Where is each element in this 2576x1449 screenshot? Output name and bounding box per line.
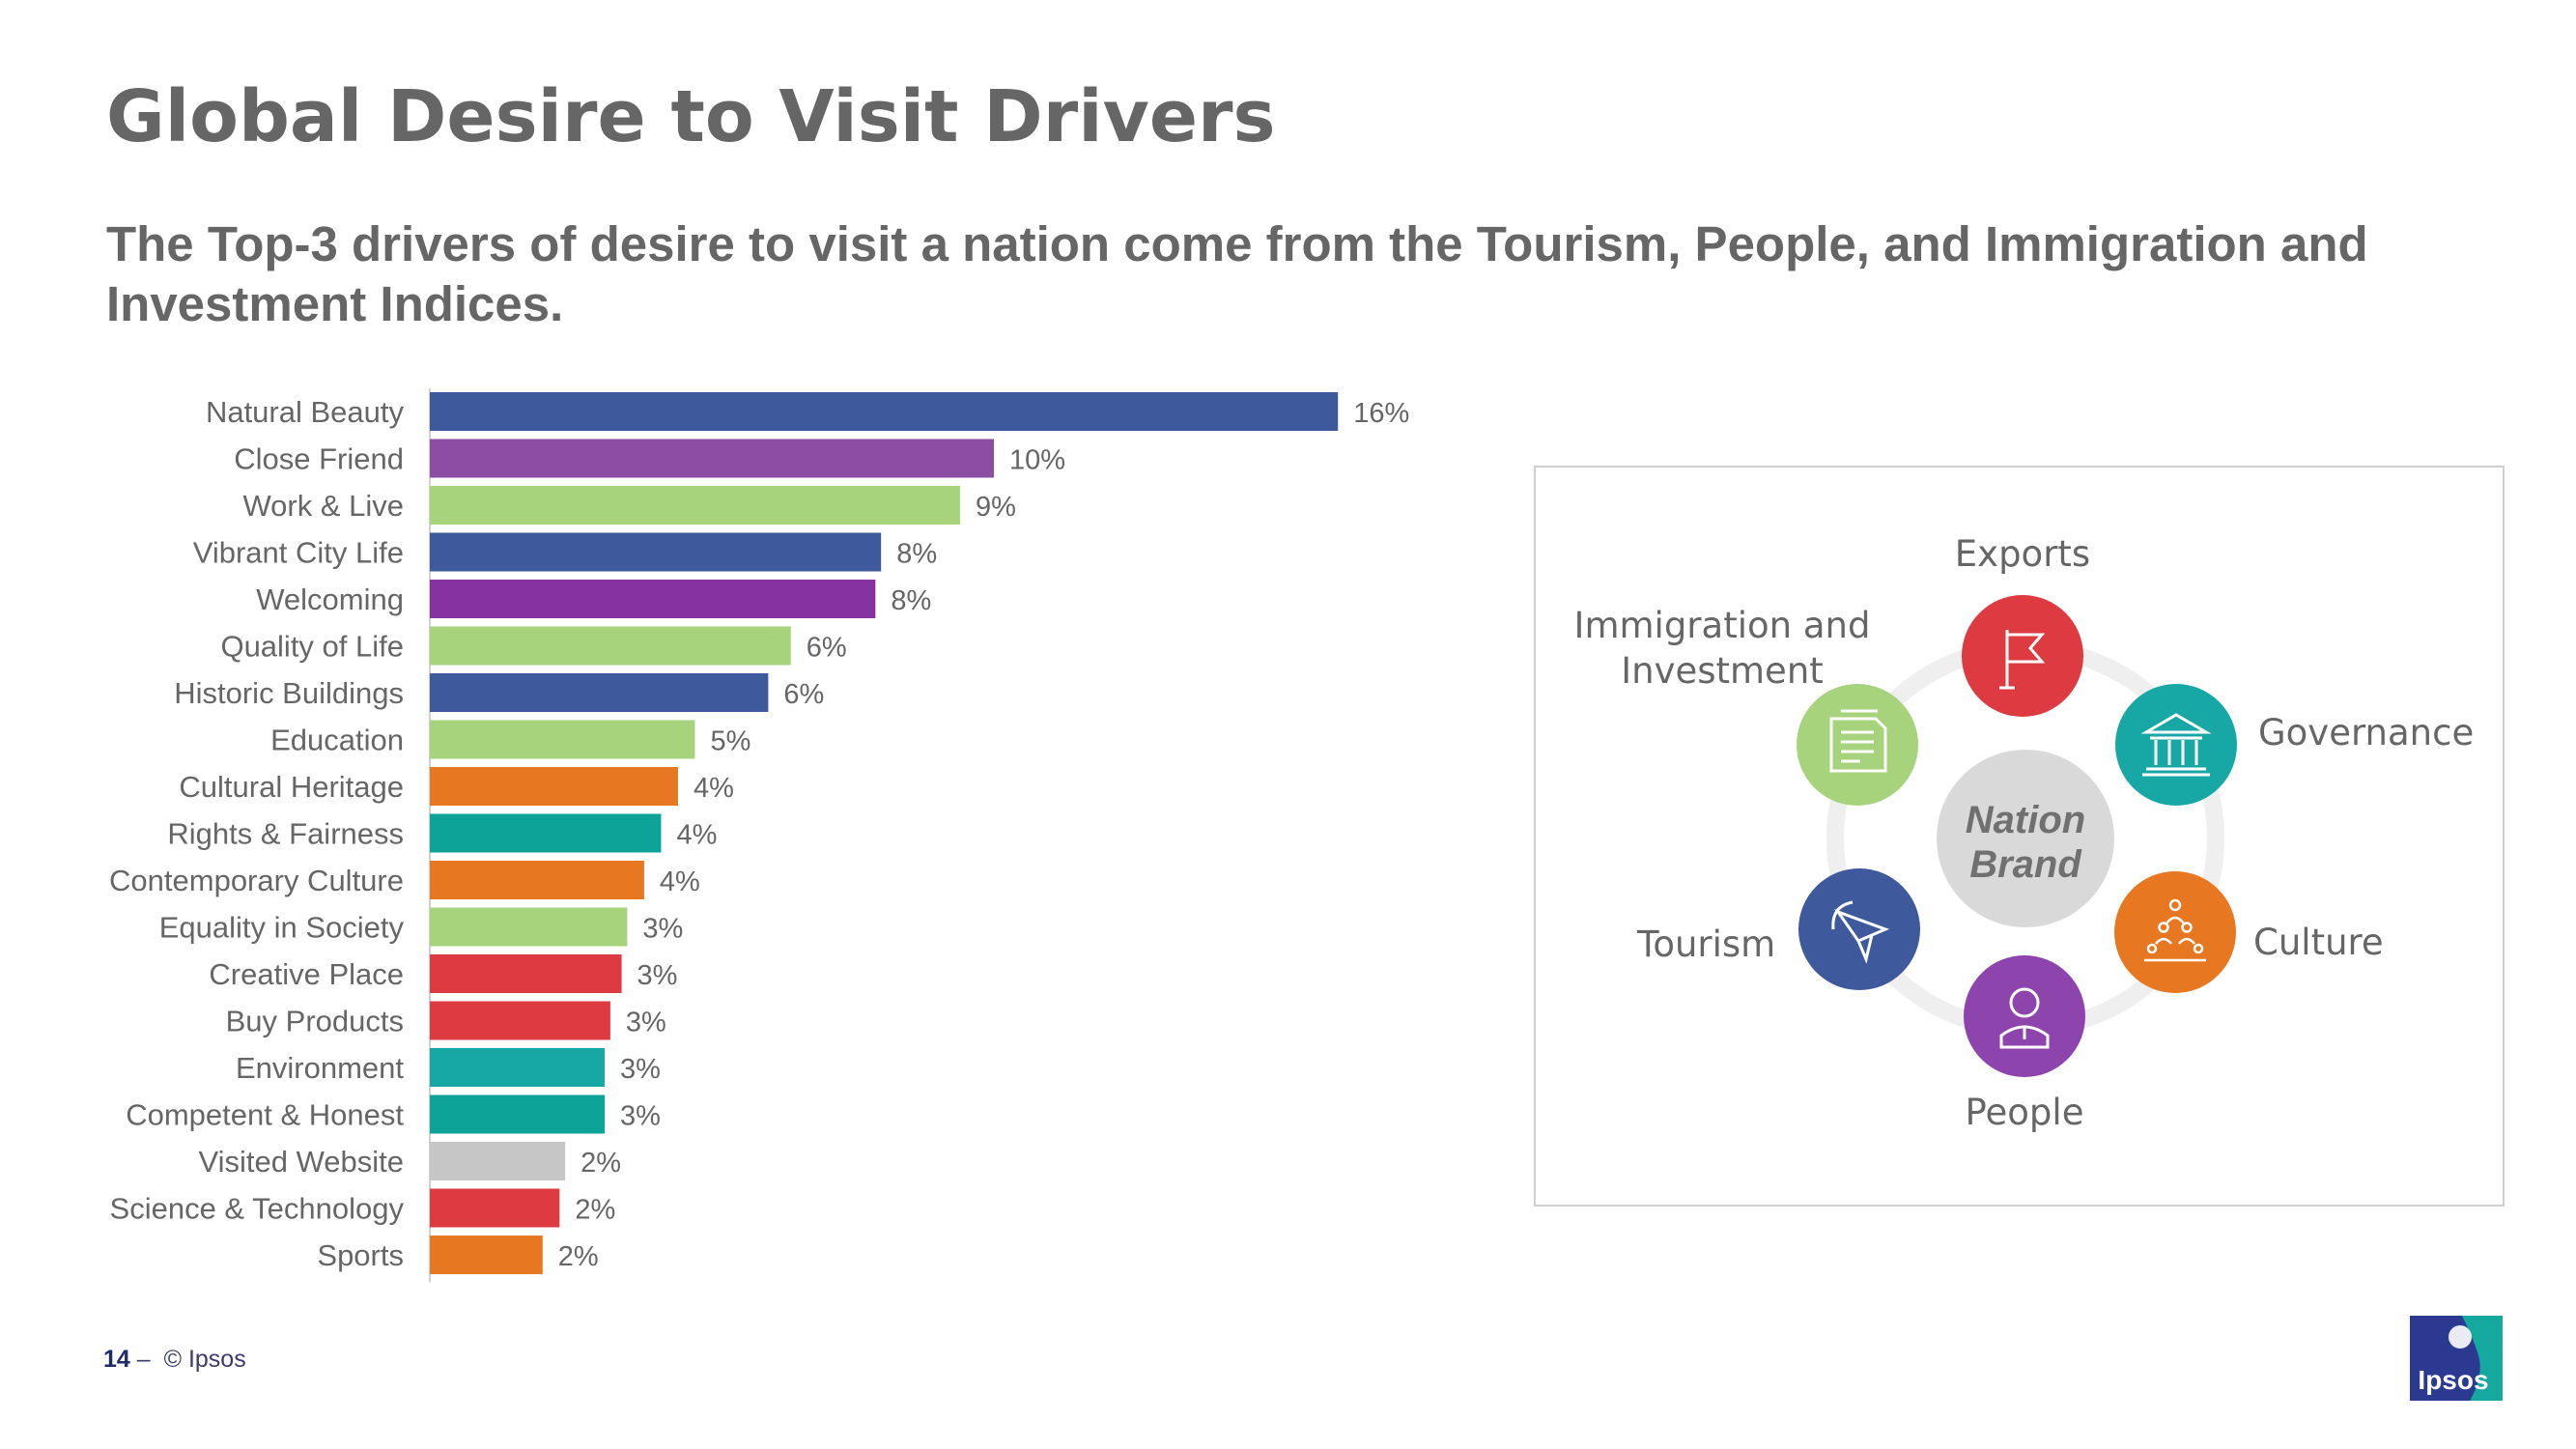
footer: 14 – © Ipsos [103, 1346, 246, 1374]
data-label-7: 5% [710, 726, 750, 757]
category-label-5: Quality of Life [220, 630, 404, 664]
person-icon [1999, 987, 2050, 1049]
data-label-9: 4% [676, 820, 717, 851]
bar-17 [430, 1188, 560, 1228]
bar-13 [430, 1001, 610, 1040]
page-number: 14 [103, 1346, 130, 1373]
bar-1 [430, 439, 994, 478]
copyright: © Ipsos [163, 1346, 246, 1373]
bar-8 [430, 767, 678, 806]
immigration-label-line2: Investment [1621, 650, 1824, 692]
svg-text:Ipsos: Ipsos [2418, 1365, 2488, 1395]
data-label-8: 4% [694, 773, 734, 804]
category-label-12: Creative Place [209, 957, 404, 991]
government-building-icon [2140, 713, 2212, 777]
category-label-18: Sports [317, 1238, 404, 1272]
people-group-icon [2144, 898, 2206, 962]
category-label-6: Historic Buildings [174, 676, 404, 710]
bar-6 [430, 673, 769, 712]
footer-dash: – [136, 1346, 151, 1373]
data-label-11: 3% [642, 914, 683, 945]
bar-9 [430, 813, 662, 853]
category-label-9: Rights & Fairness [167, 817, 404, 851]
data-label-4: 8% [891, 585, 931, 616]
category-label-10: Contemporary Culture [109, 864, 404, 897]
data-label-12: 3% [637, 960, 678, 991]
paper-plane-icon [1831, 900, 1890, 964]
bar-10 [430, 861, 644, 899]
data-label-10: 4% [660, 867, 700, 897]
category-label-11: Equality in Society [159, 911, 405, 945]
bar-11 [430, 907, 628, 947]
center-label-nation: Nation [1966, 799, 2085, 841]
category-label-14: Environment [236, 1051, 404, 1085]
category-label-2: Work & Live [242, 489, 404, 523]
bar-12 [430, 954, 622, 993]
category-label-3: Vibrant City Life [193, 536, 404, 570]
bar-2 [430, 486, 960, 525]
bar-5 [430, 626, 791, 666]
category-label-1: Close Friend [234, 442, 404, 476]
bar-4 [430, 580, 876, 618]
page-title: Global Desire to Visit Drivers [106, 75, 1276, 158]
category-label-0: Natural Beauty [206, 395, 405, 429]
culture-label: Culture [2253, 922, 2384, 963]
category-label-7: Education [270, 724, 404, 757]
data-label-5: 6% [807, 633, 847, 664]
immigration-label-line1: Immigration and [1574, 605, 1871, 646]
center-label-brand: Brand [1969, 843, 2082, 886]
data-label-2: 9% [976, 492, 1016, 523]
bar-18 [430, 1236, 543, 1274]
immigration-investment-node [1797, 684, 1918, 806]
bar-3 [430, 532, 882, 572]
data-label-0: 16% [1353, 398, 1409, 429]
category-label-4: Welcoming [256, 582, 404, 616]
exports-node [1962, 595, 2083, 717]
bar-16 [430, 1142, 566, 1180]
page-subtitle: The Top-3 drivers of desire to visit a n… [106, 216, 2368, 331]
tourism-label: Tourism [1636, 923, 1775, 965]
category-label-13: Buy Products [226, 1005, 404, 1038]
data-label-16: 2% [580, 1148, 621, 1179]
data-label-14: 3% [620, 1054, 661, 1085]
bar-7 [430, 720, 695, 759]
ipsos-logo: Ipsos [2410, 1316, 2503, 1401]
bar-0 [430, 392, 1339, 431]
document-icon [1829, 709, 1887, 773]
data-label-1: 10% [1009, 445, 1065, 476]
bar-14 [430, 1048, 606, 1087]
data-label-18: 2% [558, 1241, 599, 1272]
governance-label: Governance [2258, 712, 2474, 753]
category-label-16: Visited Website [198, 1145, 404, 1179]
culture-node [2114, 871, 2236, 993]
category-label-8: Cultural Heritage [179, 770, 404, 804]
center-circle [1937, 750, 2114, 927]
data-label-6: 6% [783, 679, 824, 710]
data-label-15: 3% [620, 1101, 661, 1132]
flag-icon [1999, 630, 2046, 690]
bar-15 [430, 1094, 606, 1134]
data-label-17: 2% [575, 1195, 615, 1226]
category-label-15: Competent & Honest [126, 1098, 404, 1132]
tourism-node [1798, 868, 1920, 990]
category-label-17: Science & Technology [110, 1192, 405, 1226]
governance-node [2115, 684, 2237, 806]
people-label: People [1966, 1092, 2084, 1133]
data-label-13: 3% [626, 1008, 666, 1038]
exports-label: Exports [1955, 533, 2090, 575]
data-label-3: 8% [896, 539, 937, 570]
